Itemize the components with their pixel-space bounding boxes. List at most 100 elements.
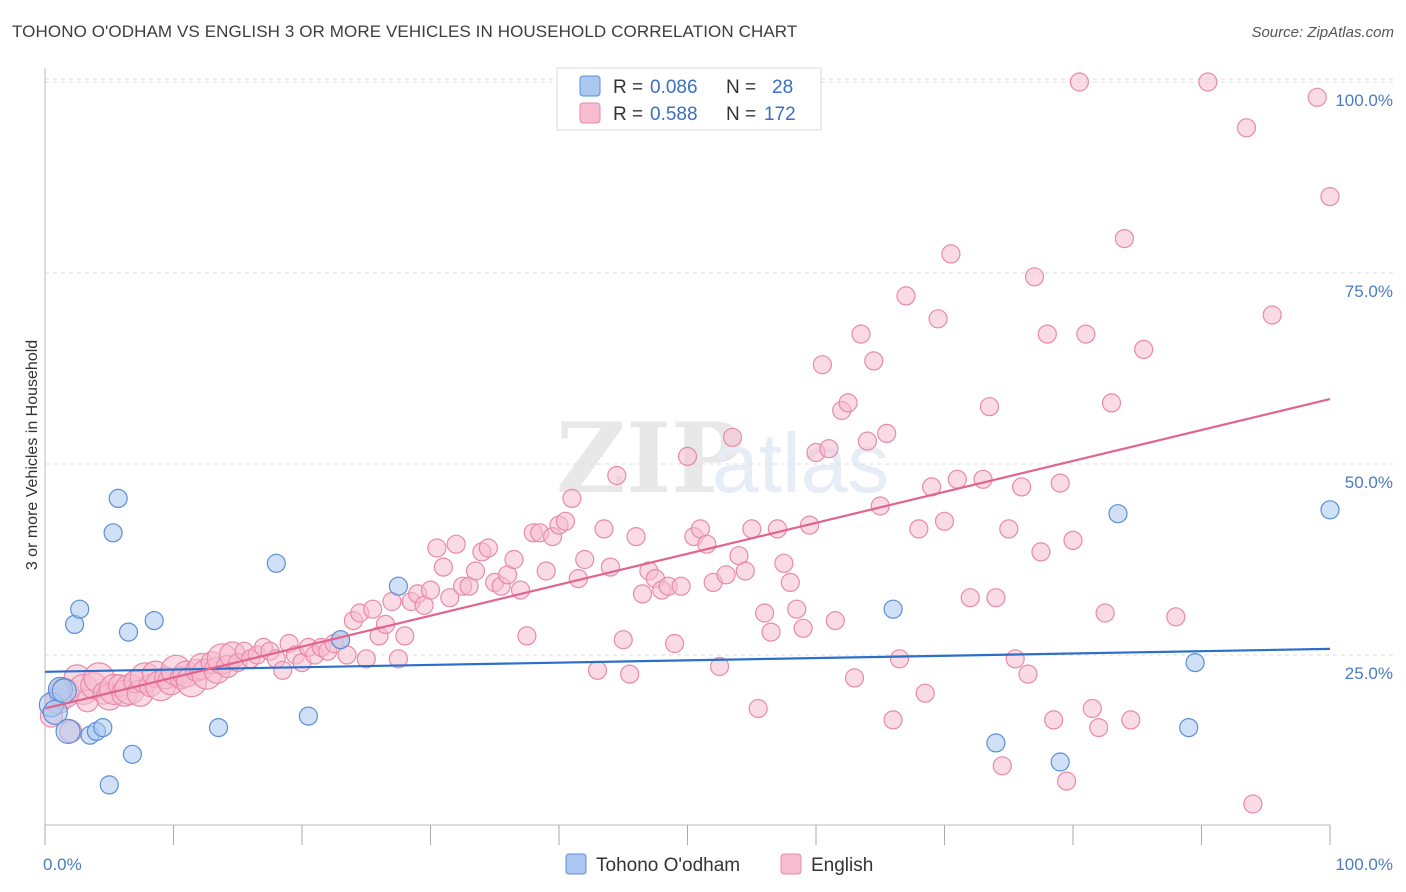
english-point <box>504 549 524 570</box>
english-point <box>1320 187 1340 207</box>
english-point <box>787 599 807 619</box>
tohono-point <box>883 599 903 619</box>
english-point <box>735 561 755 581</box>
tohono-point <box>298 706 318 726</box>
chart-title: TOHONO O'ODHAM VS ENGLISH 3 OR MORE VEHI… <box>12 22 798 41</box>
english-point <box>1101 393 1122 413</box>
english-point <box>1095 603 1115 623</box>
english-point <box>774 553 794 573</box>
english-point <box>1069 72 1090 92</box>
english-point <box>677 446 698 466</box>
legend: R = 0.086 N = 28 R = 0.588 N = 172 <box>556 67 822 131</box>
english-point <box>889 649 910 669</box>
english-point <box>979 397 1000 417</box>
english-point <box>420 580 441 600</box>
english-point <box>632 584 653 604</box>
english-point <box>1114 229 1135 249</box>
english-point <box>999 519 1019 539</box>
english-point <box>1050 473 1070 493</box>
english-point <box>838 393 858 413</box>
english-point <box>388 649 408 669</box>
tohono-point <box>144 610 164 631</box>
english-point <box>883 710 903 730</box>
tohono-point <box>266 553 286 573</box>
english-point <box>1063 530 1083 551</box>
english-point <box>1037 324 1057 344</box>
english-point <box>941 244 961 264</box>
legend-r-label-english: R = <box>613 104 643 125</box>
x-tick-label-max: 100.0% <box>1335 855 1393 874</box>
tohono-points <box>38 488 1340 795</box>
english-point <box>587 660 608 680</box>
english-point <box>915 683 935 703</box>
english-point <box>819 439 839 459</box>
english-point <box>864 351 884 371</box>
english-point <box>793 618 813 638</box>
english-point <box>748 698 768 719</box>
english-point <box>1262 305 1282 325</box>
english-point <box>709 656 730 677</box>
english-point <box>517 626 537 646</box>
english-point <box>273 660 293 680</box>
tohono-point <box>208 717 229 738</box>
trend-lines <box>44 397 1331 710</box>
tohono-point <box>122 744 142 764</box>
english-point <box>536 561 556 581</box>
english-point <box>1243 794 1263 814</box>
english-point <box>742 519 762 539</box>
english-point <box>440 588 460 608</box>
english-point <box>555 511 576 531</box>
english-point <box>664 633 685 654</box>
english-point <box>626 526 646 547</box>
english-point <box>1307 87 1327 107</box>
english-point <box>1011 477 1032 497</box>
legend-box <box>556 67 822 131</box>
y-tick-label: 25.0% <box>1345 664 1393 683</box>
legend-r-label-tohono: R = <box>613 77 643 98</box>
english-point <box>928 309 948 329</box>
tohono-point <box>93 717 113 738</box>
english-point <box>1089 717 1109 738</box>
legend-swatch-tohono <box>579 75 601 97</box>
tohono-point <box>986 733 1006 753</box>
tohono-point <box>103 523 123 543</box>
watermark-atlas: atlas <box>712 416 889 510</box>
english-point <box>722 427 743 447</box>
english-point <box>1121 710 1141 730</box>
bottom-legend-label-english: English <box>811 855 873 876</box>
tohono-point <box>118 622 139 642</box>
english-point <box>844 668 865 688</box>
legend-swatch-english <box>579 102 601 124</box>
english-point <box>934 511 955 531</box>
english-point <box>812 355 833 375</box>
english-point <box>607 465 627 486</box>
tohono-point <box>1185 652 1205 673</box>
bottom-legend-swatch-tohono <box>565 853 587 875</box>
english-point <box>562 488 582 508</box>
chart-source: Source: ZipAtlas.com <box>1251 24 1394 41</box>
english-point <box>947 469 967 489</box>
english-point <box>761 622 781 642</box>
english-point <box>825 610 845 631</box>
english-point <box>613 630 633 650</box>
bottom-legend: Tohono O'odham English <box>565 853 873 876</box>
english-point <box>671 576 691 596</box>
english-point <box>433 557 453 577</box>
english-point <box>909 519 929 539</box>
legend-n-value-tohono: 28 <box>772 77 793 98</box>
english-point <box>478 538 498 558</box>
english-point <box>1018 664 1038 684</box>
watermark: ZIP atlas <box>556 402 889 515</box>
english-point <box>363 599 383 619</box>
tohono-point <box>1320 500 1340 520</box>
english-point <box>1082 698 1102 719</box>
y-tick-label: 50.0% <box>1345 473 1393 492</box>
english-point <box>1044 710 1064 730</box>
tohono-trend-line <box>44 647 1331 673</box>
bottom-legend-swatch-english <box>780 853 802 875</box>
english-point <box>1134 339 1154 359</box>
english-point <box>857 431 878 451</box>
english-point <box>896 286 916 306</box>
english-point <box>1031 542 1051 562</box>
